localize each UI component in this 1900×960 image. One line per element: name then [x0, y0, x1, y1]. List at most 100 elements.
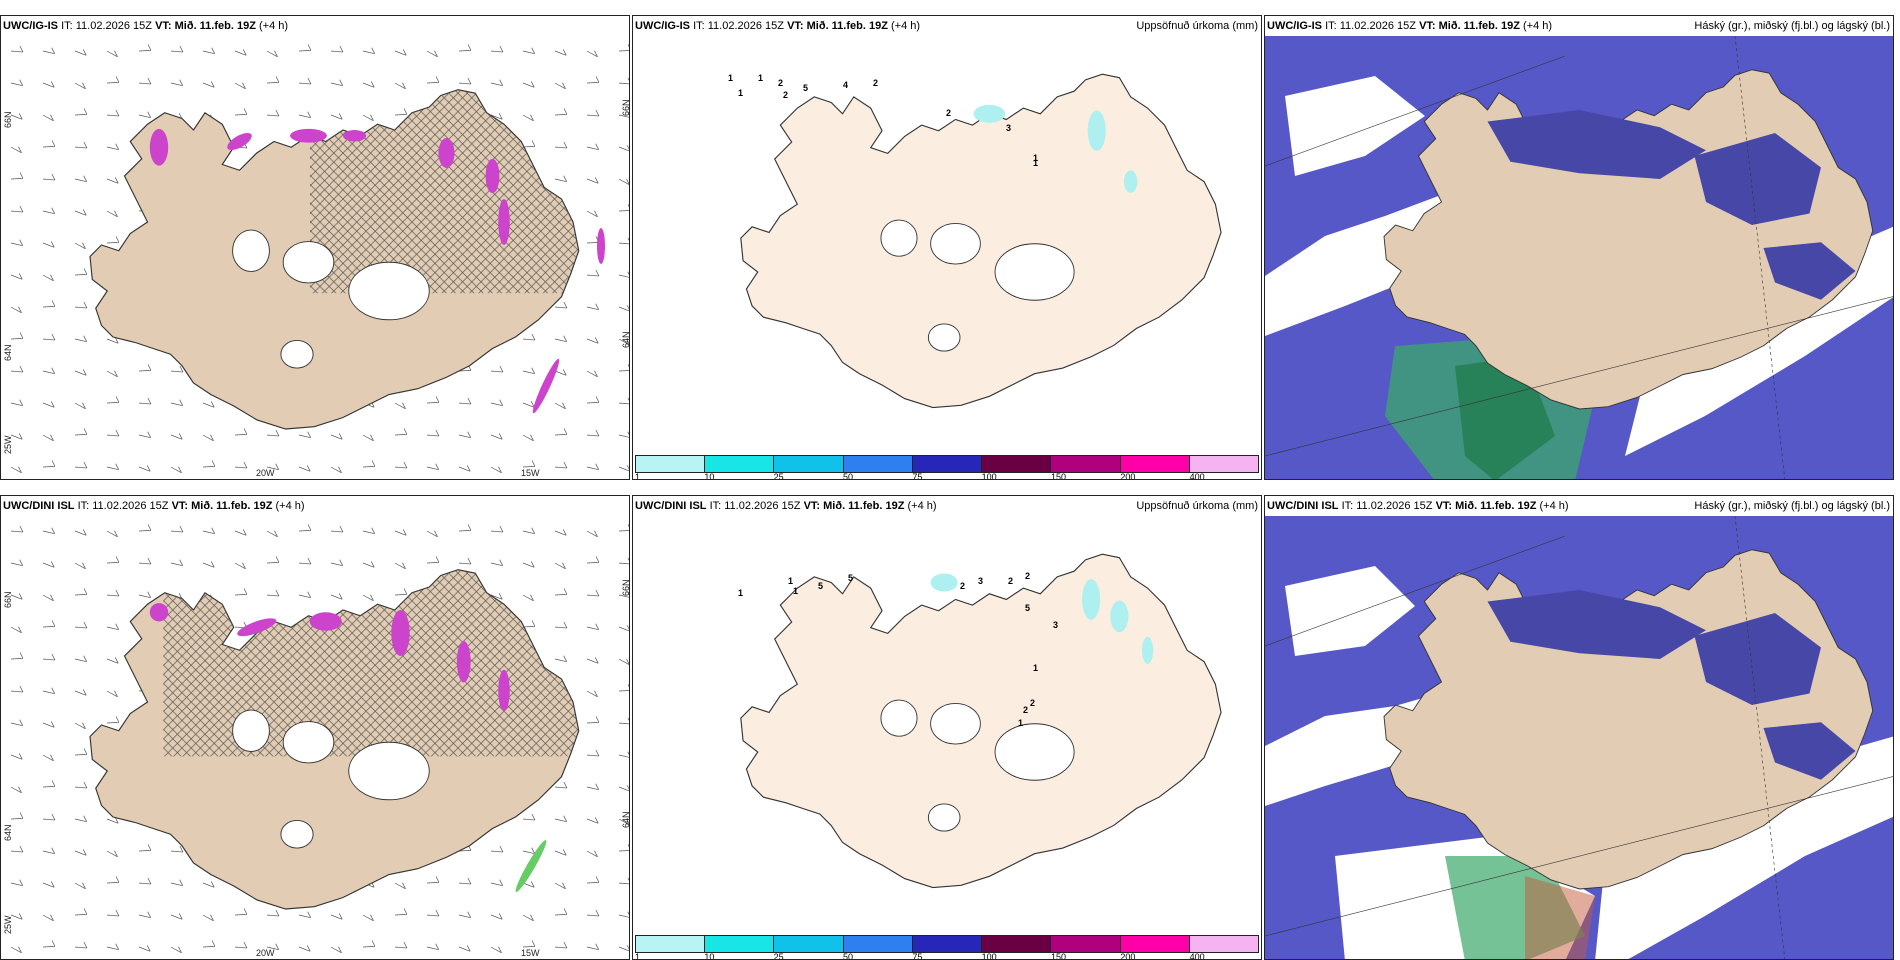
- wind-barb-icon: [10, 626, 22, 634]
- wind-barb-icon: [74, 529, 87, 536]
- wind-barb-icon: [458, 44, 472, 52]
- wind-barb-icon: [586, 556, 600, 564]
- wind-barb-icon: [298, 465, 311, 472]
- wind-barb-icon: [138, 77, 152, 85]
- wind-barb-icon: [586, 303, 600, 311]
- precip-value: 5: [1025, 603, 1030, 613]
- wind-barb-icon: [490, 879, 504, 887]
- wind-barb-icon: [266, 429, 280, 437]
- wind-barb-icon: [106, 657, 119, 664]
- legend-color-cell: [774, 456, 844, 472]
- wind-barb-icon: [330, 45, 344, 53]
- wind-barb-icon: [234, 49, 247, 56]
- legend-tick-label: 150: [1051, 952, 1067, 960]
- wind-barb-icon: [298, 557, 312, 565]
- wind-barb-icon: [106, 76, 120, 84]
- wind-barb-icon: [10, 525, 24, 533]
- wind-barb-icon: [42, 653, 56, 661]
- wind-barb-icon: [586, 370, 598, 378]
- wind-barb-icon: [362, 434, 374, 442]
- wind-barb-icon: [42, 401, 55, 408]
- legend-tick-label: 400: [1189, 952, 1205, 960]
- wind-barb-icon: [42, 300, 56, 308]
- wind-barb-icon: [106, 50, 118, 58]
- wind-barb-icon: [298, 111, 312, 119]
- wind-barb-icon: [74, 882, 86, 890]
- wind-barb-icon: [42, 207, 56, 215]
- wind-barb-icon: [554, 849, 567, 856]
- wind-barb-icon: [330, 559, 344, 567]
- wind-barb-icon: [586, 909, 600, 917]
- wind-barb-icon: [522, 940, 536, 948]
- wind-barb-icon: [522, 140, 536, 148]
- wind-barb-icon: [330, 525, 344, 533]
- wind-barb-icon: [522, 914, 534, 922]
- wind-barb-icon: [266, 909, 280, 917]
- wind-barb-icon: [138, 844, 152, 852]
- wind-barb-icon: [10, 273, 23, 280]
- wind-barb-icon: [138, 397, 152, 405]
- wind-barb-icon: [426, 463, 440, 471]
- wind-barb-icon: [586, 657, 599, 664]
- wind-barb-icon: [74, 941, 88, 949]
- wind-barb-icon: [42, 881, 55, 888]
- precip-value: 1: [1033, 158, 1038, 168]
- precip-value: 3: [1053, 620, 1058, 630]
- wind-barb-icon: [74, 849, 87, 856]
- wind-barb-icon: [42, 47, 56, 55]
- wind-barb-icon: [394, 882, 406, 890]
- wind-barb-icon: [74, 428, 88, 436]
- wind-barb-icon: [106, 817, 119, 824]
- wind-barb-icon: [106, 143, 120, 151]
- legend-tick-label: 1: [635, 472, 641, 480]
- wind-barb-icon: [234, 908, 248, 916]
- wind-barb-icon: [106, 530, 118, 538]
- wind-barb-icon: [74, 908, 88, 916]
- wind-barb-icon: [618, 945, 629, 952]
- wind-barb-icon: [42, 754, 54, 762]
- wind-barb-icon: [74, 748, 88, 756]
- legend-color-cell: [843, 456, 913, 472]
- wind-barb-icon: [10, 913, 23, 920]
- wind-barb-icon: [394, 908, 408, 916]
- wind-barb-icon: [554, 529, 567, 536]
- wind-barb-icon: [106, 943, 120, 951]
- wind-barb-icon: [458, 524, 472, 532]
- wind-barb-icon: [138, 111, 152, 119]
- cloud-map: [1265, 516, 1893, 959]
- panel-cloud-bottom: UWC/DINI ISL IT: 11.02.2026 15Z VT: Mið.…: [1264, 495, 1894, 960]
- precip-value: 2: [783, 90, 788, 100]
- wind-barb-icon: [586, 623, 600, 631]
- wind-barb-icon: [586, 50, 598, 58]
- wind-barb-icon: [266, 556, 280, 564]
- legend-color-cell: [912, 456, 983, 472]
- lat-label: 64N: [621, 331, 630, 348]
- wind-barb-icon: [298, 44, 312, 52]
- wind-barb-icon: [42, 81, 55, 88]
- wind-barb-icon: [458, 397, 472, 405]
- legend-color-cell: [705, 456, 775, 472]
- wind-barb-icon: [106, 337, 119, 344]
- lat-label: 64N: [621, 811, 630, 828]
- wind-barb-icon: [10, 365, 24, 373]
- wind-barb-icon: [74, 268, 88, 276]
- wind-barb-icon: [490, 593, 503, 600]
- panel-title: Háský (gr.), miðský (fj.bl.) og lágský (…: [1694, 20, 1890, 32]
- wind-barb-icon: [554, 402, 566, 410]
- wind-barb-icon: [394, 461, 408, 469]
- wind-barb-icon: [106, 850, 118, 858]
- wind-barb-icon: [330, 466, 342, 474]
- wind-barb-icon: [106, 589, 120, 597]
- lat-label: 64N: [3, 824, 13, 841]
- wind-barb-icon: [202, 940, 216, 948]
- wind-barb-icon: [42, 434, 54, 442]
- precip-value: 5: [848, 573, 853, 583]
- wind-barb-icon: [394, 49, 407, 56]
- wind-barb-icon: [618, 717, 629, 725]
- precip-value: 1: [793, 586, 798, 596]
- wind-barb-icon: [586, 876, 600, 884]
- wind-barb-icon: [458, 911, 472, 919]
- legend-color-cell: [1189, 936, 1258, 952]
